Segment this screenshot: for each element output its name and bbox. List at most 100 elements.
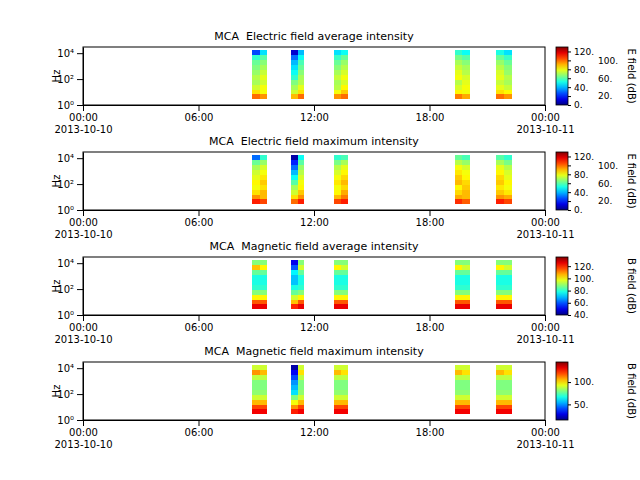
cell (298, 94, 305, 99)
cell (260, 260, 268, 265)
cell (496, 270, 504, 275)
cell (334, 270, 341, 275)
cell (291, 185, 298, 190)
y-axis-title: Hz (51, 175, 62, 188)
tick-label: 10⁰ (57, 310, 74, 321)
cell (334, 409, 341, 414)
cell (504, 165, 512, 170)
tick-label: 40. (574, 310, 588, 320)
tick-mark (77, 158, 83, 159)
cell (298, 190, 305, 195)
tick-mark (568, 404, 571, 405)
tick: 12:00 (300, 105, 329, 123)
cells (252, 365, 512, 414)
cell (504, 175, 512, 180)
tick: 10⁴ (57, 153, 83, 164)
cell (334, 280, 341, 285)
cell (298, 160, 305, 165)
cell (334, 400, 341, 405)
cell (455, 75, 462, 80)
cell (252, 94, 260, 99)
cell (504, 300, 512, 304)
tick-mark (568, 303, 571, 304)
cell (341, 170, 348, 175)
tick-mark (568, 382, 571, 383)
cell (504, 60, 512, 65)
cell (496, 290, 504, 295)
panel-title: MCA Electric field average intensity (214, 30, 414, 43)
tick: 40. (568, 188, 588, 198)
cell (298, 409, 305, 414)
cell (496, 260, 504, 265)
cell (298, 170, 305, 175)
cell (462, 55, 470, 60)
colorbar-title: B field (dB) (626, 363, 637, 419)
cell (496, 280, 504, 285)
cell (252, 190, 260, 195)
cell (334, 370, 341, 375)
cell (341, 275, 348, 280)
colorbar-title: E field (dB) (626, 48, 637, 103)
cell (334, 175, 341, 180)
cell (455, 405, 462, 409)
cell (260, 175, 268, 180)
cell (291, 195, 298, 199)
cell (455, 375, 462, 380)
cell (298, 290, 305, 295)
cell (252, 80, 260, 85)
cell (341, 55, 348, 60)
cell (496, 295, 504, 300)
cell (260, 304, 268, 309)
cell (252, 85, 260, 90)
tick: 0. (568, 100, 583, 110)
colorbar (556, 47, 568, 105)
tick-mark (199, 210, 200, 216)
tick-label: 10⁴ (57, 153, 74, 164)
cell (291, 300, 298, 304)
cell (260, 395, 268, 400)
cell (341, 285, 348, 290)
cell (252, 90, 260, 94)
cell (252, 295, 260, 300)
cell (291, 285, 298, 290)
cell (504, 365, 512, 370)
cell (496, 170, 504, 175)
cell (260, 185, 268, 190)
tick-label: 120. (574, 262, 594, 272)
cell (462, 195, 470, 199)
cell (252, 390, 260, 395)
cell (260, 50, 268, 55)
cell (496, 165, 504, 170)
cell (260, 90, 268, 94)
cell (252, 160, 260, 165)
colorbar-axis: 0.20.40.60.80.100.120. (568, 152, 618, 216)
tick: 06:00 (185, 420, 214, 438)
cell (252, 405, 260, 409)
cell (291, 75, 298, 80)
cell (462, 270, 470, 275)
cell (341, 180, 348, 185)
cell (462, 80, 470, 85)
cell (504, 65, 512, 70)
cell (291, 155, 298, 160)
tick-mark (545, 420, 546, 426)
cell (462, 405, 470, 409)
cell (291, 265, 298, 270)
cell (504, 395, 512, 400)
cell (504, 260, 512, 265)
cell (504, 375, 512, 380)
cell (291, 370, 298, 375)
cell (260, 270, 268, 275)
cell (334, 300, 341, 304)
cell (252, 400, 260, 405)
cell (455, 280, 462, 285)
tick-label: 12:00 (300, 112, 329, 123)
cell (260, 94, 268, 99)
cell (298, 80, 305, 85)
tick-label: 50. (574, 400, 588, 410)
cell (504, 295, 512, 300)
colorbar (556, 152, 568, 210)
cell (455, 94, 462, 99)
cell (260, 280, 268, 285)
cell (334, 390, 341, 395)
